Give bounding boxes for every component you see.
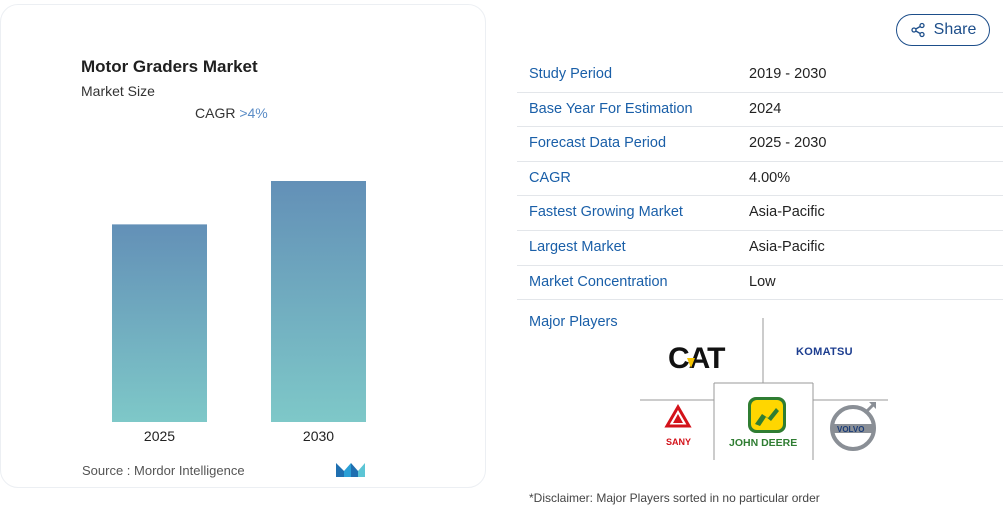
- info-key: CAGR: [529, 169, 571, 186]
- info-row-largest-market: Largest Market Asia-Pacific: [517, 231, 1003, 266]
- major-players-label: Major Players: [529, 314, 618, 330]
- info-value: 4.00%: [749, 169, 791, 186]
- info-row-cagr: CAGR 4.00%: [517, 162, 1003, 197]
- chart-title: Motor Graders Market: [81, 57, 258, 76]
- info-key: Base Year For Estimation: [529, 100, 693, 117]
- cagr-label: CAGR >4%: [195, 105, 268, 121]
- svg-text:SANY: SANY: [666, 437, 691, 447]
- market-size-card: [0, 4, 486, 488]
- info-key: Largest Market: [529, 238, 626, 255]
- info-value: Asia-Pacific: [749, 238, 825, 255]
- cat-logo: CAT: [668, 342, 726, 375]
- info-key: Forecast Data Period: [529, 135, 667, 152]
- share-label: Share: [933, 21, 977, 38]
- svg-text:VOLVO: VOLVO: [837, 425, 864, 434]
- svg-text:JOHN DEERE: JOHN DEERE: [729, 437, 797, 449]
- svg-text:CAT: CAT: [668, 342, 725, 375]
- share-icon: [910, 22, 925, 38]
- info-row-fastest-growing: Fastest Growing Market Asia-Pacific: [517, 196, 1003, 231]
- info-value: 2025 - 2030: [749, 135, 827, 152]
- market-info-table: Study Period 2019 - 2030 Base Year For E…: [517, 58, 1003, 301]
- info-value: Asia-Pacific: [749, 204, 825, 221]
- cagr-value: >4%: [239, 105, 268, 121]
- info-key: Market Concentration: [529, 273, 668, 290]
- mordor-intelligence-logo: [336, 463, 365, 477]
- info-key: Fastest Growing Market: [529, 204, 683, 221]
- volvo-logo: VOLVO: [830, 402, 876, 451]
- cagr-prefix: CAGR: [195, 105, 236, 121]
- info-key: Study Period: [529, 66, 613, 82]
- komatsu-logo: KOMATSU: [796, 346, 853, 358]
- john-deere-logo: JOHN DEERE: [729, 397, 797, 449]
- chart-subtitle: Market Size: [81, 83, 155, 99]
- info-row-study-period: Study Period 2019 - 2030: [517, 58, 1003, 93]
- info-row-base-year: Base Year For Estimation 2024: [517, 93, 1003, 128]
- info-value: 2024: [749, 100, 782, 117]
- info-value: Low: [749, 273, 776, 290]
- sany-logo: SANY: [664, 404, 692, 447]
- bar-2025: [112, 224, 207, 422]
- x-tick-label: 2025: [144, 428, 175, 444]
- info-value: 2019 - 2030: [749, 66, 827, 82]
- info-row-forecast-period: Forecast Data Period 2025 - 2030: [517, 127, 1003, 162]
- source-text: Source : Mordor Intelligence: [82, 463, 245, 478]
- share-button[interactable]: Share: [896, 14, 990, 46]
- disclaimer-text: *Disclaimer: Major Players sorted in no …: [529, 491, 820, 505]
- bar-2030: [271, 181, 366, 422]
- x-tick-label: 2030: [303, 428, 334, 444]
- bar-chart: 2025 2030: [112, 181, 366, 444]
- info-row-concentration: Market Concentration Low: [517, 266, 1003, 301]
- svg-text:KOMATSU: KOMATSU: [796, 346, 853, 358]
- major-players-grid: CAT KOMATSU SANY JOHN DEERE VOLVO: [640, 318, 888, 460]
